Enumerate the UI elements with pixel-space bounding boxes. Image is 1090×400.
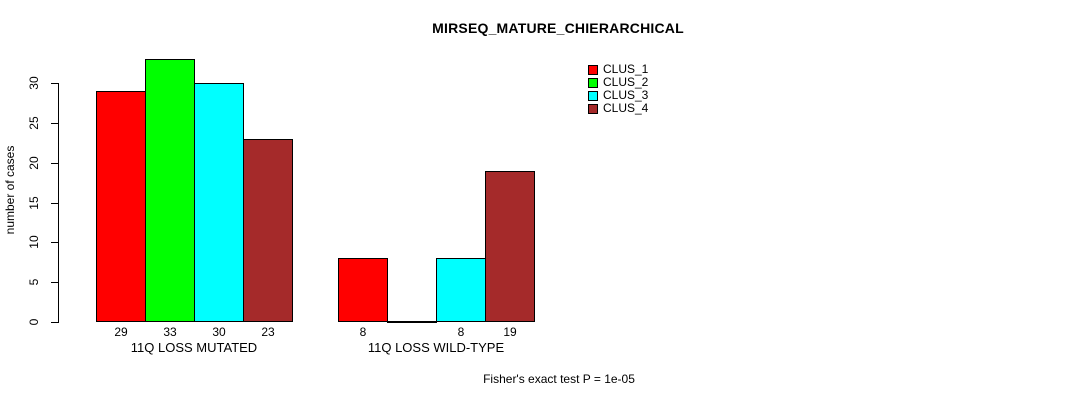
- y-axis-tick-label: 15: [27, 196, 41, 210]
- bar-clus-4-group-0: [243, 139, 293, 322]
- bar-clus-3-group-1: [436, 258, 486, 322]
- bar-clus-3-group-0: [194, 83, 244, 322]
- bar-value-label: 29: [114, 325, 128, 339]
- bar-value-label: 23: [261, 325, 275, 339]
- y-axis-tick-label: 20: [27, 156, 41, 170]
- legend-swatch-clus-3-icon: [588, 90, 598, 101]
- legend-swatch-clus-2-icon: [588, 77, 598, 88]
- y-axis-tick: [51, 203, 58, 204]
- legend-label-clus-2: CLUS_2: [603, 75, 649, 89]
- y-axis-tick-label: 25: [27, 116, 41, 130]
- legend-item-clus-4: CLUS_4: [588, 102, 648, 115]
- legend-swatch-clus-1-icon: [588, 64, 598, 75]
- bar-value-label: 8: [359, 325, 367, 339]
- legend-swatch-clus-4-icon: [588, 103, 598, 114]
- bar-value-label: 19: [503, 325, 517, 339]
- legend-item-clus-2: CLUS_2: [588, 76, 648, 89]
- y-axis-tick-label: 30: [27, 76, 41, 90]
- y-axis-tick: [51, 163, 58, 164]
- y-axis-tick: [51, 123, 58, 124]
- bar-clus-2-group-0: [145, 59, 195, 322]
- annotation-text: Fisher's exact test P = 1e-05: [483, 372, 635, 386]
- legend-label-clus-1: CLUS_1: [603, 62, 649, 76]
- legend: CLUS_1 CLUS_2 CLUS_3 CLUS_4: [588, 63, 648, 115]
- y-axis-tick: [51, 242, 58, 243]
- x-category-label: 11Q LOSS WILD-TYPE: [367, 340, 505, 355]
- y-axis-tick: [51, 83, 58, 84]
- y-axis-tick-label: 5: [27, 278, 41, 286]
- bar-clus-4-group-1: [485, 171, 535, 322]
- legend-label-clus-3: CLUS_3: [603, 88, 649, 102]
- bar-value-label: 33: [163, 325, 177, 339]
- legend-label-clus-4: CLUS_4: [603, 101, 649, 115]
- chart-title: MIRSEQ_MATURE_CHIERARCHICAL: [432, 20, 684, 36]
- bar-zero-clus-2-group-1: [387, 321, 437, 323]
- bar-clus-1-group-1: [338, 258, 388, 322]
- bar-value-label: 8: [457, 325, 465, 339]
- legend-item-clus-3: CLUS_3: [588, 89, 648, 102]
- legend-item-clus-1: CLUS_1: [588, 63, 648, 76]
- y-axis-line: [58, 83, 59, 323]
- y-axis-tick-label: 0: [27, 318, 41, 326]
- x-category-label: 11Q LOSS MUTATED: [130, 340, 258, 355]
- y-axis-tick: [51, 282, 58, 283]
- bar-value-label: 30: [212, 325, 226, 339]
- y-axis-label: number of cases: [3, 145, 17, 235]
- y-axis-tick-label: 10: [27, 235, 41, 249]
- bar-clus-1-group-0: [96, 91, 146, 322]
- y-axis-tick: [51, 322, 58, 323]
